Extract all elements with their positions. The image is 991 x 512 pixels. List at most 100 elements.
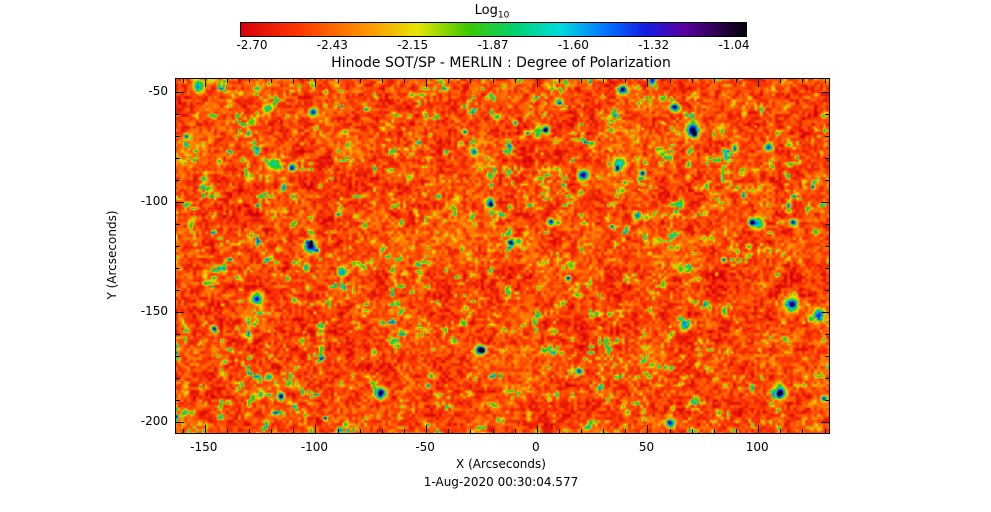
axis-tick (176, 92, 184, 94)
axis-tick (825, 246, 829, 248)
axis-tick (625, 429, 627, 433)
axis-tick (603, 79, 605, 83)
axis-tick (825, 356, 829, 358)
axis-tick (647, 79, 649, 87)
axis-tick (176, 224, 180, 226)
axis-tick (603, 429, 605, 433)
colorbar-tick-label: -2.15 (397, 38, 429, 52)
axis-tick (204, 79, 206, 87)
axis-tick (176, 422, 184, 423)
axis-tick (821, 422, 829, 423)
axis-tick (337, 79, 339, 83)
x-tick-label: -100 (300, 440, 329, 454)
y-axis-label: Y (Arcseconds) (105, 210, 119, 300)
y-tick-label: -100 (140, 194, 168, 209)
axis-tick (825, 136, 829, 138)
axis-tick (492, 79, 494, 83)
axis-tick (176, 400, 180, 402)
axis-tick (176, 290, 180, 292)
axis-tick (226, 79, 228, 83)
axis-tick (293, 429, 295, 433)
axis-tick (824, 429, 826, 433)
axis-tick (825, 334, 829, 336)
axis-tick (825, 180, 829, 182)
axis-tick (381, 429, 383, 433)
axis-tick (514, 79, 516, 83)
x-tick-label: -50 (415, 440, 435, 454)
axis-tick (337, 429, 339, 433)
axis-tick (381, 79, 383, 83)
axis-tick (403, 429, 405, 433)
axis-tick (825, 400, 829, 402)
axis-tick (536, 425, 538, 433)
axis-tick (176, 356, 180, 358)
axis-tick (448, 79, 450, 83)
plot-title: Hinode SOT/SP - MERLIN : Degree of Polar… (331, 55, 671, 71)
axis-tick (359, 429, 361, 433)
axis-tick (780, 79, 782, 83)
x-axis-label: X (Arcseconds) (456, 457, 546, 471)
axis-tick (736, 429, 738, 433)
axis-tick (176, 378, 180, 380)
axis-tick (802, 79, 804, 83)
axis-tick (271, 429, 273, 433)
axis-tick (514, 429, 516, 433)
axis-tick (821, 92, 829, 94)
axis-tick (581, 429, 583, 433)
colorbar-label-subscript: 10 (497, 10, 510, 21)
axis-tick (182, 79, 184, 83)
axis-tick (647, 425, 649, 433)
axis-tick (182, 429, 184, 433)
axis-tick (176, 136, 180, 138)
axis-tick (625, 79, 627, 83)
axis-tick (426, 79, 428, 87)
colorbar-tick-label: -1.32 (638, 38, 670, 52)
colorbar-tick-label: -1.87 (477, 38, 509, 52)
y-tick-label: -50 (148, 84, 168, 99)
axis-tick (802, 429, 804, 433)
axis-tick (426, 425, 428, 433)
axis-tick (176, 268, 180, 270)
axis-tick (581, 79, 583, 83)
x-tick-label: 100 (745, 440, 769, 454)
axis-tick (176, 180, 180, 182)
axis-tick (758, 79, 760, 87)
axis-tick (780, 429, 782, 433)
axis-tick (448, 429, 450, 433)
axis-tick (249, 429, 251, 433)
colorbar-tick-labels: -2.70 -2.43 -2.15 -1.87 -1.60 -1.32 -1.04 (236, 38, 750, 54)
axis-tick (204, 425, 206, 433)
axis-tick (176, 114, 180, 116)
axis-tick (176, 334, 180, 336)
axis-tick (691, 429, 693, 433)
x-tick-label: -150 (190, 440, 218, 454)
axis-tick (176, 202, 184, 204)
colorbar-label: Log10 (475, 3, 510, 21)
axis-tick (824, 79, 826, 83)
plot-area (175, 78, 830, 434)
axis-tick (669, 429, 671, 433)
axis-tick (536, 79, 538, 87)
axis-tick (821, 312, 829, 314)
axis-tick (691, 79, 693, 83)
axis-tick (713, 429, 715, 433)
colorbar-tick-label: -2.70 (236, 38, 268, 52)
axis-tick (176, 312, 184, 314)
axis-tick (249, 79, 251, 83)
axis-tick (176, 246, 180, 248)
y-tick-label: -150 (140, 304, 168, 319)
axis-tick (226, 429, 228, 433)
axis-tick (470, 79, 472, 83)
colorbar-tick-label: -1.04 (718, 38, 750, 52)
axis-tick (470, 429, 472, 433)
axis-tick (176, 158, 180, 160)
heatmap-canvas (176, 79, 829, 433)
axis-tick (315, 79, 317, 87)
axis-tick (758, 425, 760, 433)
axis-tick (825, 290, 829, 292)
colorbar-tick-label: -2.43 (316, 38, 348, 52)
colorbar (240, 22, 747, 37)
axis-tick (558, 79, 560, 83)
x-tick-label: 50 (638, 440, 655, 454)
